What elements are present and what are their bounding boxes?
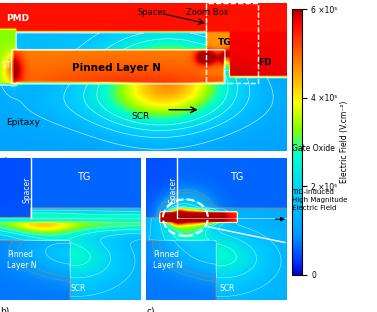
Text: Spacer: Spacer — [23, 176, 31, 203]
Text: Zoom Box: Zoom Box — [186, 8, 229, 17]
Text: SCR: SCR — [132, 112, 150, 121]
Text: c): c) — [146, 307, 155, 312]
Text: PMD: PMD — [6, 14, 29, 23]
Text: TID-Induced
High Magnitude
Electric Field: TID-Induced High Magnitude Electric Fiel… — [292, 189, 348, 211]
Text: SCR: SCR — [219, 284, 234, 293]
Text: Spacer: Spacer — [169, 176, 178, 203]
Text: Epitaxy: Epitaxy — [6, 118, 40, 127]
Text: STI: STI — [2, 61, 13, 70]
Text: TG: TG — [230, 172, 244, 182]
Text: a): a) — [0, 157, 9, 166]
Text: FD: FD — [258, 58, 271, 67]
Text: Pinned Layer N: Pinned Layer N — [72, 63, 161, 73]
Text: Gate Oxide: Gate Oxide — [292, 144, 335, 153]
Text: TG: TG — [77, 172, 90, 182]
Text: Pinned
Layer N: Pinned Layer N — [153, 250, 182, 270]
Y-axis label: Electric Field (V.cm⁻²): Electric Field (V.cm⁻²) — [340, 101, 349, 183]
Bar — [206, 3, 258, 83]
Text: Spacer: Spacer — [138, 8, 167, 17]
Text: TG: TG — [218, 37, 231, 46]
Text: SCR: SCR — [70, 284, 86, 293]
Text: Pinned
Layer N: Pinned Layer N — [7, 250, 37, 270]
Text: b): b) — [0, 307, 9, 312]
